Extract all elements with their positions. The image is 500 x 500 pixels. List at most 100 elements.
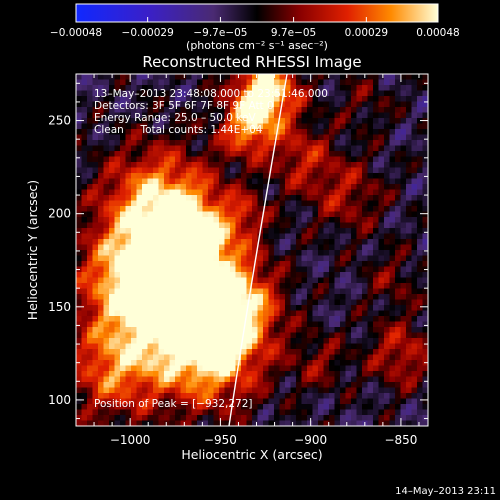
heatmap-cell [197,156,204,163]
heatmap-cell [125,107,132,114]
heatmap-cell [367,134,374,141]
heatmap-cell [323,156,330,163]
heatmap-cell [158,96,165,103]
heatmap-cell [389,151,396,158]
heatmap-cell [103,415,110,422]
heatmap-cell [81,189,88,196]
heatmap-cell [351,393,358,400]
heatmap-cell [362,195,369,202]
heatmap-cell [98,255,105,262]
heatmap-cell [219,343,226,350]
heatmap-cell [175,376,182,383]
heatmap-cell [373,250,380,257]
heatmap-cell [191,123,198,130]
heatmap-cell [230,96,237,103]
heatmap-cell [384,338,391,345]
heatmap-cell [175,310,182,317]
heatmap-cell [202,189,209,196]
heatmap-cell [120,305,127,312]
heatmap-cell [125,74,132,81]
heatmap-cell [279,277,286,284]
heatmap-cell [362,200,369,207]
heatmap-cell [87,167,94,174]
heatmap-cell [109,404,116,411]
heatmap-cell [417,184,424,191]
heatmap-cell [362,79,369,86]
heatmap-cell [384,305,391,312]
heatmap-cell [224,178,231,185]
heatmap-cell [329,156,336,163]
heatmap-cell [296,404,303,411]
heatmap-cell [202,118,209,125]
heatmap-cell [417,233,424,240]
heatmap-cell [136,409,143,416]
heatmap-cell [378,316,385,323]
heatmap-cell [103,250,110,257]
heatmap-cell [312,74,319,81]
heatmap-cell [208,156,215,163]
heatmap-cell [197,261,204,268]
heatmap-cell [285,255,292,262]
heatmap-cell [169,354,176,361]
heatmap-cell [92,321,99,328]
heatmap-cell [230,189,237,196]
heatmap-cell [340,288,347,295]
heatmap-cell [301,96,308,103]
heatmap-cell [164,321,171,328]
heatmap-cell [367,382,374,389]
heatmap-cell [142,250,149,257]
heatmap-cell [345,85,352,92]
heatmap-cell [92,217,99,224]
heatmap-cell [131,85,138,92]
heatmap-cell [373,145,380,152]
heatmap-cell [81,299,88,306]
heatmap-cell [411,299,418,306]
heatmap-cell [329,277,336,284]
heatmap-cell [202,244,209,251]
heatmap-cell [312,409,319,416]
heatmap-cell [362,382,369,389]
heatmap-cell [142,409,149,416]
heatmap-cell [345,294,352,301]
heatmap-cell [340,360,347,367]
heatmap-cell [230,349,237,356]
heatmap-cell [125,217,132,224]
heatmap-cell [384,107,391,114]
heatmap-cell [224,134,231,141]
heatmap-cell [213,310,220,317]
heatmap-cell [378,371,385,378]
heatmap-cell [147,354,154,361]
heatmap-cell [257,173,264,180]
heatmap-cell [395,250,402,257]
heatmap-cell [230,228,237,235]
heatmap-cell [81,222,88,229]
heatmap-cell [202,332,209,339]
heatmap-cell [422,74,428,81]
heatmap-cell [186,316,193,323]
heatmap-cell [180,206,187,213]
heatmap-cell [356,404,363,411]
heatmap-cell [87,277,94,284]
heatmap-cell [241,283,248,290]
heatmap-cell [378,294,385,301]
heatmap-cell [103,305,110,312]
heatmap-cell [417,195,424,202]
heatmap-cell [235,354,242,361]
heatmap-cell [296,200,303,207]
heatmap-cell [180,332,187,339]
heatmap-cell [378,167,385,174]
heatmap-cell [257,305,264,312]
heatmap-cell [230,206,237,213]
heatmap-cell [197,272,204,279]
heatmap-cell [274,376,281,383]
heatmap-cell [208,195,215,202]
heatmap-cell [279,90,286,97]
heatmap-cell [186,211,193,218]
heatmap-cell [81,277,88,284]
heatmap-cell [158,189,165,196]
heatmap-cell [246,404,253,411]
heatmap-cell [114,129,121,136]
heatmap-cell [164,299,171,306]
heatmap-cell [367,244,374,251]
heatmap-cell [235,371,242,378]
